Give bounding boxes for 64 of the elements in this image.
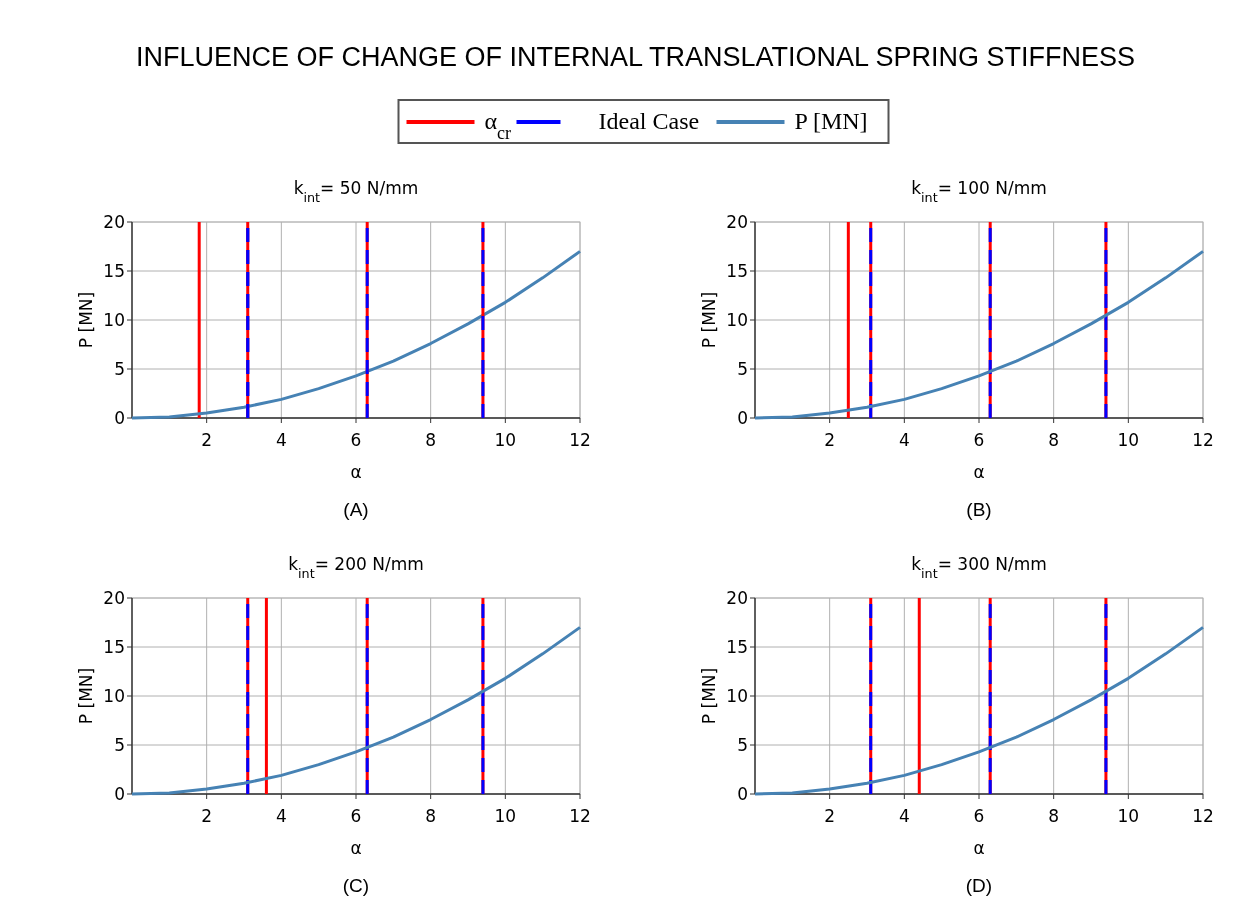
chart-subtitle: k$_{int}$= 50 N/mm xyxy=(293,178,419,205)
y-tick-label: 0 xyxy=(114,407,125,428)
x-tick-label: 2 xyxy=(201,806,213,826)
y-tick-label: 0 xyxy=(114,783,125,804)
y-tick-label: 5 xyxy=(114,358,125,379)
y-tick-label: 20 xyxy=(726,211,748,232)
y-tick-label: 10 xyxy=(726,685,748,706)
x-tick-label: 6 xyxy=(973,430,985,450)
y-tick-label: 20 xyxy=(103,211,125,232)
x-tick-label: 6 xyxy=(973,806,985,826)
text: (B) xyxy=(966,499,992,520)
x-tick-label: 10 xyxy=(494,430,517,450)
x-tick-label: 4 xyxy=(275,430,287,450)
y-tick-label: 5 xyxy=(114,734,125,755)
y-tick-label: 20 xyxy=(726,587,748,608)
x-tick-label: 4 xyxy=(898,430,910,450)
chart-subtitle: k$_{int}$= 200 N/mm xyxy=(288,554,424,581)
y-tick-label: 10 xyxy=(726,309,748,330)
chart-subtitle: k$_{int}$= 300 N/mm xyxy=(911,554,1047,581)
x-tick-label: 2 xyxy=(201,430,213,450)
y-tick-label: 15 xyxy=(103,260,125,281)
x-tick-label: 6 xyxy=(350,430,362,450)
x-tick-label: 2 xyxy=(824,806,836,826)
y-tick-label: 5 xyxy=(737,358,748,379)
x-tick-label: 12 xyxy=(1192,430,1214,450)
x-tick-label: 10 xyxy=(494,806,517,826)
x-axis-title: α xyxy=(973,462,985,482)
x-axis-title: α xyxy=(350,462,362,482)
chart-subtitle: k$_{int}$= 100 N/mm xyxy=(911,178,1047,205)
x-tick-label: 8 xyxy=(1048,806,1060,826)
x-tick-label: 12 xyxy=(569,806,591,826)
y-tick-label: 15 xyxy=(726,636,748,657)
y-tick-label: 10 xyxy=(103,685,125,706)
x-axis-title: α xyxy=(973,838,985,858)
y-axis-title: P [MN] xyxy=(76,667,96,725)
legend-label: P [MN] xyxy=(794,108,868,134)
x-tick-label: 2 xyxy=(824,430,836,450)
legend-label: Ideal Case xyxy=(598,108,700,134)
y-tick-label: 10 xyxy=(103,309,125,330)
x-tick-label: 12 xyxy=(569,430,591,450)
y-axis-title: P [MN] xyxy=(76,291,96,349)
y-axis-title: P [MN] xyxy=(699,291,719,349)
y-tick-label: 5 xyxy=(737,734,748,755)
text: (D) xyxy=(965,875,993,896)
text: (C) xyxy=(342,875,370,896)
text: INFLUENCE OF CHANGE OF INTERNAL TRANSLATIONAL SPRING STIFFNESS xyxy=(135,42,1136,72)
y-tick-label: 15 xyxy=(726,260,748,281)
x-tick-label: 4 xyxy=(898,806,910,826)
x-tick-label: 8 xyxy=(425,430,437,450)
x-tick-label: 12 xyxy=(1192,806,1214,826)
x-tick-label: 10 xyxy=(1117,430,1140,450)
y-tick-label: 0 xyxy=(737,407,748,428)
x-tick-label: 8 xyxy=(1048,430,1060,450)
text: (A) xyxy=(343,499,369,520)
y-tick-label: 20 xyxy=(103,587,125,608)
x-tick-label: 10 xyxy=(1117,806,1140,826)
x-tick-label: 8 xyxy=(425,806,437,826)
x-tick-label: 4 xyxy=(275,806,287,826)
y-tick-label: 0 xyxy=(737,783,748,804)
y-axis-title: P [MN] xyxy=(699,667,719,725)
x-tick-label: 6 xyxy=(350,806,362,826)
y-tick-label: 15 xyxy=(103,636,125,657)
x-axis-title: α xyxy=(350,838,362,858)
legend-label: α$_{cr}$ xyxy=(484,108,512,143)
